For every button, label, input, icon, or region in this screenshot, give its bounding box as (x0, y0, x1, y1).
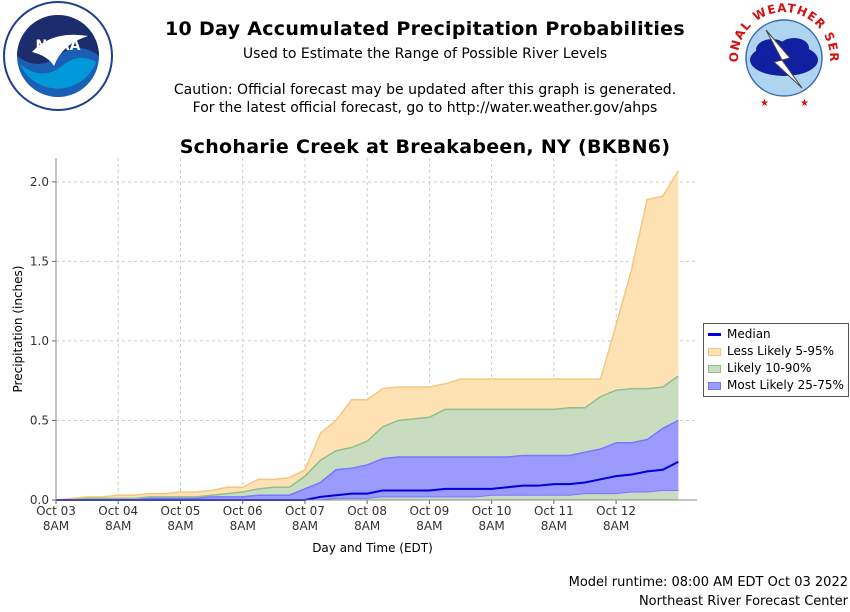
x-tick-label: Oct 11 (534, 504, 574, 518)
x-tick-time-label: 8AM (292, 519, 318, 533)
x-tick-label: Oct 09 (409, 504, 449, 518)
x-tick-time-label: 8AM (354, 519, 380, 533)
legend-item-likely: Likely 10-90% (708, 360, 811, 376)
forecast-center: Northeast River Forecast Center (638, 594, 848, 609)
x-tick-time-label: 8AM (541, 519, 567, 533)
most-likely-band-area (56, 420, 679, 500)
y-axis-label: Precipitation (inches) (11, 266, 25, 393)
x-tick-time-label: 8AM (43, 519, 69, 533)
legend-item-median: Median (708, 326, 771, 342)
x-tick-label: Oct 03 (36, 504, 76, 518)
page-subtitle: Used to Estimate the Range of Possible R… (242, 46, 608, 62)
x-tick-label: Oct 05 (161, 504, 201, 518)
x-tick-label: Oct 12 (596, 504, 636, 518)
x-tick-time-label: 8AM (416, 519, 442, 533)
chart-legend: Median Less Likely 5-95% Likely 10-90% M… (703, 323, 849, 397)
svg-text:★: ★ (760, 98, 769, 109)
x-tick-time-label: 8AM (105, 519, 131, 533)
legend-item-most-likely: Most Likely 25-75% (708, 377, 844, 393)
legend-item-less-likely: Less Likely 5-95% (708, 343, 834, 359)
y-tick-label: 2.0 (30, 175, 49, 189)
legend-swatch-less-likely (708, 347, 721, 356)
legend-swatch-most-likely (708, 381, 721, 390)
y-tick-label: 1.5 (30, 254, 49, 268)
svg-text:★: ★ (800, 98, 809, 109)
model-runtime: Model runtime: 08:00 AM EDT Oct 03 2022 (568, 575, 848, 590)
y-tick-label: 0.0 (30, 493, 49, 507)
x-tick-time-label: 8AM (230, 519, 256, 533)
x-tick-label: Oct 06 (223, 504, 263, 518)
x-tick-time-label: 8AM (603, 519, 629, 533)
x-axis-label: Day and Time (EDT) (312, 541, 433, 555)
page-title: 10 Day Accumulated Precipitation Probabi… (165, 18, 685, 40)
y-tick-label: 1.0 (30, 334, 49, 348)
caution-text: Caution: Official forecast may be update… (173, 82, 677, 98)
x-tick-time-label: 8AM (167, 519, 193, 533)
legend-swatch-likely (708, 364, 721, 373)
y-tick-label: 0.5 (30, 413, 49, 427)
x-tick-time-label: 8AM (479, 519, 505, 533)
x-tick-label: Oct 08 (347, 504, 387, 518)
x-tick-label: Oct 04 (98, 504, 138, 518)
x-tick-label: Oct 10 (472, 504, 512, 518)
svg-text:NOAA: NOAA (36, 38, 81, 54)
legend-swatch-median (708, 333, 721, 336)
likely-band-upper-line (56, 375, 679, 501)
most-likely-band-upper-line (56, 419, 679, 501)
forecast-link-text: For the latest official forecast, go to … (192, 100, 658, 116)
nws-logo-icon: NATIONAL WEATHER SERVICE ★ ★ (722, 0, 840, 114)
less-likely-band-upper-line (55, 170, 679, 501)
noaa-logo-icon: NOAA (2, 0, 114, 112)
chart-title: Schoharie Creek at Breakabeen, NY (BKBN6… (179, 136, 671, 158)
x-tick-label: Oct 07 (285, 504, 325, 518)
